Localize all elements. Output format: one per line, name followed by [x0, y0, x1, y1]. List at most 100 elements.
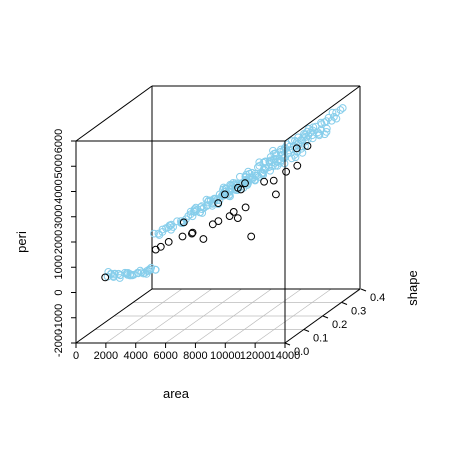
observed-point: [272, 190, 280, 199]
fitted-point: [245, 169, 254, 178]
fitted-point: [322, 128, 331, 136]
fitted-point: [209, 195, 218, 204]
observed-point: [188, 229, 196, 238]
fitted-point: [188, 212, 197, 221]
fitted-point: [266, 156, 275, 165]
fitted-point: [324, 113, 333, 122]
x-tick-label: 10000: [210, 350, 241, 362]
x-tick-label: 0: [73, 350, 79, 362]
fitted-point: [276, 147, 285, 156]
fitted-point: [305, 124, 313, 133]
fitted-point: [115, 274, 124, 282]
fitted-point: [285, 142, 294, 151]
fitted-point: [158, 228, 167, 236]
observed-point: [234, 183, 242, 192]
observed-point: [247, 232, 256, 241]
fitted-point: [190, 208, 199, 216]
observed-point: [241, 179, 249, 188]
observed-point: [233, 214, 242, 223]
z-tick-label: -2000: [53, 329, 65, 357]
tick-marks: 0 2000 4000 6000 8000 10000 12000 140000.00.10.…: [53, 129, 385, 362]
z-tick-label: 3000: [53, 205, 65, 229]
y-tick-mark: [284, 342, 291, 346]
x-tick-label: 14000: [270, 350, 301, 362]
fitted-point: [184, 212, 193, 220]
y-tick-mark: [341, 302, 348, 305]
observed-point: [156, 242, 165, 251]
fitted-point: [231, 179, 240, 188]
fitted-point: [137, 268, 146, 277]
fitted-point: [293, 148, 302, 156]
x-tick-label: 12000: [240, 350, 271, 362]
fitted-point: [251, 169, 260, 178]
fitted-point: [126, 270, 135, 279]
fitted-point: [150, 229, 158, 238]
observed-point: [188, 228, 197, 237]
box-edge: [284, 288, 361, 344]
observed-point: [225, 212, 234, 221]
fitted-point: [330, 113, 338, 121]
fitted-point: [227, 181, 236, 190]
y-tick-mark: [360, 288, 367, 292]
fitted-point: [260, 157, 269, 166]
fitted-point: [320, 118, 329, 127]
fitted-point: [242, 170, 251, 179]
observed-point: [101, 273, 110, 282]
observed-point: [241, 203, 250, 212]
z-tick-label: 1000: [53, 255, 65, 279]
fitted-point: [191, 203, 200, 212]
fitted-point: [202, 195, 211, 204]
fitted-point: [196, 203, 205, 212]
z-tick-label: -1000: [53, 304, 65, 332]
x-axis-label: area: [163, 386, 190, 401]
observed-point: [303, 142, 312, 150]
observed-point: [199, 235, 208, 243]
fitted-point: [287, 137, 296, 145]
fitted-point: [320, 130, 329, 139]
y-tick-mark: [303, 329, 310, 332]
box-edge: [284, 85, 361, 142]
fitted-point: [255, 158, 264, 167]
x-tick-label: 8000: [183, 350, 207, 362]
fitted-point: [299, 133, 308, 142]
fitted-point: [298, 148, 307, 157]
data-points: [101, 104, 347, 282]
fitted-point: [332, 108, 341, 117]
z-tick-label: 6000: [53, 129, 65, 153]
y-tick-mark: [322, 315, 329, 319]
fitted-point: [338, 104, 347, 112]
observed-point: [229, 208, 238, 216]
observed-point: [269, 176, 278, 185]
x-tick-label: 6000: [153, 350, 177, 362]
observed-point: [164, 238, 173, 246]
fitted-point: [271, 149, 280, 158]
fitted-point: [169, 223, 178, 231]
fitted-point: [271, 159, 279, 167]
x-tick-label: 2000: [94, 350, 118, 362]
fitted-point: [111, 269, 119, 278]
plot-box-front: [75, 85, 361, 344]
y-tick-label: 0.2: [332, 319, 347, 331]
y-tick-label: 0.0: [294, 346, 309, 358]
x-tick-label: 4000: [123, 350, 147, 362]
fitted-point: [167, 220, 176, 229]
fitted-point: [265, 158, 274, 166]
z-axis-label: peri: [14, 231, 29, 253]
y-axis-label: shape: [405, 270, 420, 305]
y-tick-label: 0.4: [370, 292, 385, 304]
fitted-point: [186, 207, 195, 216]
z-tick-label: 0: [53, 289, 65, 295]
fitted-point: [154, 229, 163, 238]
fitted-point: [328, 108, 337, 117]
observed-point: [282, 167, 291, 176]
plot-box-back: [75, 85, 360, 289]
fitted-point: [294, 133, 303, 142]
z-tick-label: 2000: [53, 230, 65, 254]
observed-point: [151, 245, 160, 254]
z-tick-label: 4000: [53, 179, 65, 203]
fitted-point: [107, 270, 115, 279]
fitted-point: [259, 158, 268, 167]
fitted-point: [336, 106, 345, 114]
fitted-point: [268, 158, 277, 167]
fitted-point: [332, 114, 341, 123]
